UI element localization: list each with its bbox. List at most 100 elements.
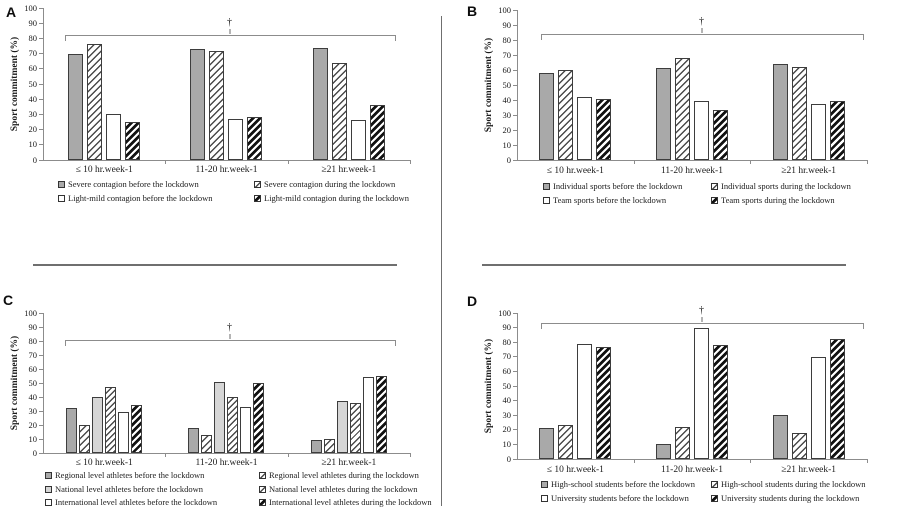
y-tick-label: 10 [502,139,512,150]
legend-label: Regional level athletes during the lockd… [269,470,419,480]
y-tick-mark [39,53,43,55]
y-tick-mark [513,385,517,387]
bar-hatch-light [674,58,690,160]
y-tick-label: 0 [506,453,511,464]
legend: High-school students before the lockdown… [541,478,865,505]
y-tick-mark [513,24,517,26]
horizontal-divider-left [33,264,397,266]
legend-label: Individual sports before the lockdown [553,181,683,191]
legend-item: Regional level athletes before the lockd… [45,469,259,482]
legend-item: International level athletes before the … [45,496,259,509]
legend-row: University students before the lockdown U… [541,492,865,506]
legend-swatch-solid-lightgray [45,485,52,493]
legend-swatch-hatch-bold [711,494,718,502]
y-tick-label: 20 [28,124,38,135]
bar-hatch-light [87,44,103,160]
legend-label: Team sports during the lockdown [721,194,835,205]
plot-area [43,313,411,454]
legend-label: International level athletes during the … [269,497,432,507]
bar-hatch-bold [375,376,387,453]
y-tick-mark [39,438,43,440]
y-tick-mark [39,129,43,131]
y-tick-label: 80 [502,336,512,347]
y-tick-label: 40 [28,93,38,104]
bar-solid-white [362,377,374,453]
y-tick-mark [39,113,43,115]
bar-hatch-bold [596,347,612,459]
chart-a: Sport commitment (%) 0 10 20 30 40 50 60 70 80 90 1… [0,0,449,259]
bar-hatch-bold [712,110,728,160]
legend-swatch-hatch-medium [259,485,266,493]
y-tick-label: 60 [28,363,38,374]
legend-item: University students during the lockdown [711,492,859,505]
bar-group [634,313,751,459]
bar-hatch-bold [125,122,141,160]
y-tick-mark [513,327,517,329]
y-tick-mark [39,83,43,85]
legend-item: Light-mild contagion before the lockdown [58,192,254,205]
bar-hatch-light [331,63,347,160]
y-tick-mark [39,382,43,384]
legend-label: Regional level athletes before the lockd… [55,470,205,480]
bar-hatch-bold [131,405,143,453]
bar-group [43,313,165,453]
panel-b: B Sport commitment (%) 0 10 20 30 40 50 60 70 80 9… [449,0,898,259]
x-category-label: 11-20 hr.week-1 [195,458,258,468]
y-tick-label: 90 [502,322,512,333]
bar-solid-white [810,104,826,160]
y-tick-mark [39,410,43,412]
y-tick-label: 90 [28,321,38,332]
plot-area [517,313,868,460]
bar-solid-lightgray [92,397,104,453]
legend-item: Light-mild contagion during the lockdown [254,192,409,205]
bar-group [750,10,867,160]
bar-hatch-light [209,51,225,160]
legend-label: High-school students before the lockdown [551,479,695,489]
y-tick-mark [39,424,43,426]
legend-swatch-hatch-light [711,481,718,488]
legend-label: University students during the lockdown [721,492,860,503]
dagger-connector [229,29,230,35]
y-tick-mark [39,452,43,454]
bar-hatch-bold [247,117,263,160]
panel-c: C Sport commitment (%) 0 10 20 30 40 50 60 70 80 9… [0,259,449,517]
x-tick-mark [410,454,411,457]
y-tick-mark [513,429,517,431]
y-tick-label: 20 [502,124,512,135]
bar-solid-white [106,114,122,160]
legend-label: Light-mild contagion before the lockdown [68,192,213,203]
legend-row: High-school students before the lockdown… [541,478,865,492]
x-category-label: 11-20 hr.week-1 [661,465,723,475]
y-tick-label: 40 [502,94,512,105]
legend-row: International level athletes before the … [45,496,432,510]
y-tick-label: 70 [28,349,38,360]
bar-hatch-bold [369,105,385,160]
y-tick-mark [513,400,517,402]
legend-item: International level athletes during the … [259,496,432,509]
bar-solid-white [240,407,252,453]
bar-solid-gray [188,428,200,453]
bar-solid-gray [68,54,84,160]
dagger-connector [701,317,702,323]
legend-row: Individual sports before the lockdown Ind… [543,180,851,194]
dagger-connector [701,28,702,33]
legend-item: Severe contagion before the lockdown [58,178,254,191]
panel-d: D Sport commitment (%) 0 10 20 30 40 50 60 70 80 9… [449,259,898,517]
y-tick-mark [513,39,517,41]
legend-label: High-school students during the lockdown [721,479,866,489]
x-category-label: ≤ 10 hr.week-1 [546,465,604,475]
y-tick-label: 30 [28,108,38,119]
legend-item: Individual sports during the lockdown [711,180,851,193]
legend-item: Individual sports before the lockdown [543,180,711,193]
bar-hatch-bold [829,339,845,459]
x-tick-mark [750,460,752,463]
bar-solid-gray [772,64,788,160]
y-tick-mark [513,370,517,372]
y-tick-label: 50 [28,78,38,89]
y-tick-label: 60 [502,365,512,376]
legend-swatch-solid-white [45,499,52,506]
bar-solid-white [810,357,826,459]
bar-solid-white [577,344,593,459]
y-tick-mark [513,144,517,146]
